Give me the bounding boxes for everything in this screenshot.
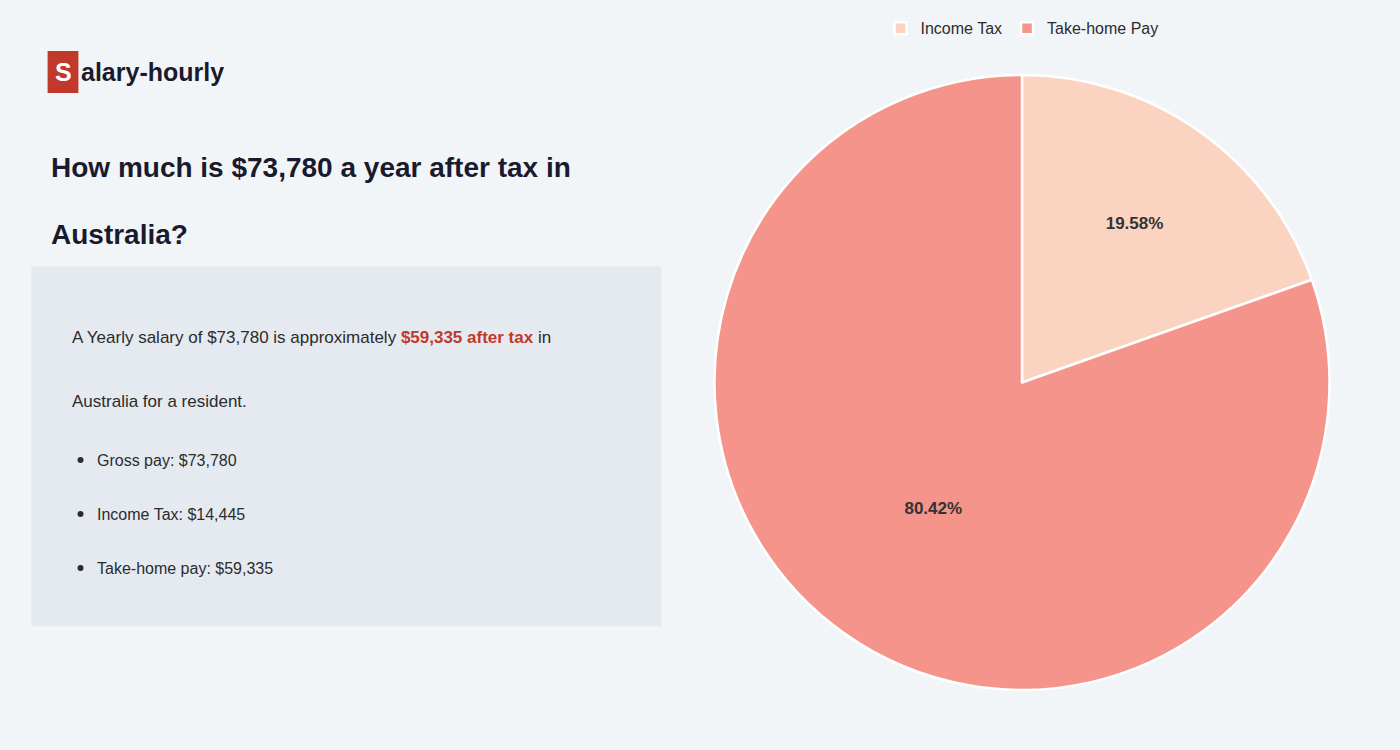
svg-text:Gross pay: $73,780: Gross pay: $73,780 bbox=[97, 452, 237, 469]
svg-text:Income Tax: $14,445: Income Tax: $14,445 bbox=[97, 506, 245, 523]
svg-text:A Yearly salary of $73,780 is: A Yearly salary of $73,780 is approximat… bbox=[72, 328, 551, 347]
svg-text:Australia for a resident.: Australia for a resident. bbox=[72, 392, 247, 411]
svg-text:Take-home Pay: Take-home Pay bbox=[1047, 20, 1158, 37]
svg-text:80.42%: 80.42% bbox=[904, 499, 962, 518]
svg-text:S: S bbox=[55, 58, 72, 86]
svg-text:Income Tax: Income Tax bbox=[921, 20, 1003, 37]
svg-text:Take-home pay: $59,335: Take-home pay: $59,335 bbox=[97, 560, 273, 577]
svg-text:How much is $73,780 a year aft: How much is $73,780 a year after tax in bbox=[51, 152, 571, 183]
svg-text:alary-hourly: alary-hourly bbox=[81, 58, 224, 86]
svg-text:Australia?: Australia? bbox=[51, 219, 188, 250]
svg-text:19.58%: 19.58% bbox=[1106, 214, 1164, 233]
